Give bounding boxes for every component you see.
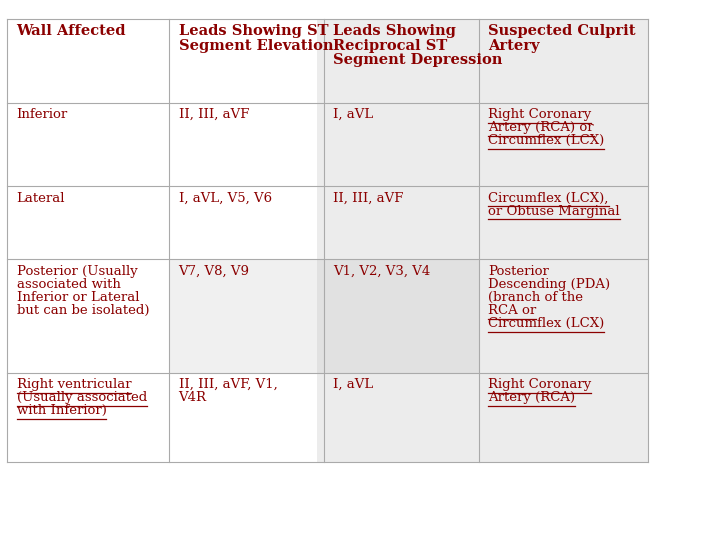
Text: Leads Showing: Leads Showing — [333, 24, 456, 38]
Text: Circumflex (LCX): Circumflex (LCX) — [0, 539, 1, 540]
Text: RCA or: RCA or — [0, 539, 1, 540]
Text: (Usually associated: (Usually associated — [17, 391, 147, 404]
Text: I, aVL: I, aVL — [333, 108, 374, 121]
Text: Posterior: Posterior — [488, 265, 549, 278]
Text: Wall Affected: Wall Affected — [17, 24, 126, 38]
Text: Reciprocal ST: Reciprocal ST — [333, 39, 448, 53]
Text: V1, V2, V3, V4: V1, V2, V3, V4 — [333, 265, 431, 278]
Text: Leads Showing ST: Leads Showing ST — [179, 24, 328, 38]
Bar — [169, 259, 479, 373]
Text: V4R: V4R — [179, 391, 207, 404]
Text: but can be isolated): but can be isolated) — [17, 304, 149, 317]
Text: Circumflex (LCX): Circumflex (LCX) — [0, 539, 1, 540]
Text: I, aVL: I, aVL — [333, 378, 374, 391]
Text: Circumflex (LCX): Circumflex (LCX) — [488, 317, 604, 330]
Text: II, III, aVF, V1,: II, III, aVF, V1, — [179, 378, 277, 391]
Text: or Obtuse Marginal: or Obtuse Marginal — [0, 539, 1, 540]
Text: Right Coronary: Right Coronary — [488, 378, 591, 391]
Text: Descending (PDA): Descending (PDA) — [488, 278, 611, 291]
Text: Artery (RCA): Artery (RCA) — [0, 539, 1, 540]
Text: Artery (RCA) or: Artery (RCA) or — [0, 539, 1, 540]
Text: (branch of the: (branch of the — [488, 291, 583, 304]
Text: Artery: Artery — [488, 39, 540, 53]
Text: Suspected Culprit: Suspected Culprit — [488, 24, 636, 38]
Text: Circumflex (LCX): Circumflex (LCX) — [488, 134, 604, 147]
Text: II, III, aVF: II, III, aVF — [179, 108, 249, 121]
Text: Posterior (Usually: Posterior (Usually — [17, 265, 138, 278]
Text: Inferior or Lateral: Inferior or Lateral — [17, 291, 139, 304]
Text: Lateral: Lateral — [17, 192, 65, 205]
Text: Inferior: Inferior — [17, 108, 68, 121]
Text: Right Coronary: Right Coronary — [0, 539, 1, 540]
Text: Right Coronary: Right Coronary — [488, 108, 591, 121]
Text: II, III, aVF: II, III, aVF — [333, 192, 404, 205]
Text: associated with: associated with — [17, 278, 120, 291]
Text: Artery (RCA) or: Artery (RCA) or — [488, 121, 594, 134]
Text: Right ventricular: Right ventricular — [17, 378, 131, 391]
Text: Circumflex (LCX),: Circumflex (LCX), — [488, 192, 608, 205]
Text: Segment Depression: Segment Depression — [333, 53, 503, 68]
Text: RCA or: RCA or — [488, 304, 536, 317]
Text: or Obtuse Marginal: or Obtuse Marginal — [488, 205, 620, 218]
Text: with Inferior): with Inferior) — [0, 539, 1, 540]
Text: I, aVL, V5, V6: I, aVL, V5, V6 — [179, 192, 271, 205]
Text: V7, V8, V9: V7, V8, V9 — [179, 265, 250, 278]
Bar — [317, 19, 648, 462]
Text: Circumflex (LCX),: Circumflex (LCX), — [0, 539, 1, 540]
Text: (Usually associated: (Usually associated — [0, 539, 1, 540]
Text: Right Coronary: Right Coronary — [0, 539, 1, 540]
Text: Right ventricular: Right ventricular — [0, 539, 1, 540]
Text: Segment Elevation: Segment Elevation — [179, 39, 333, 53]
Text: with Inferior): with Inferior) — [17, 404, 107, 417]
Text: Artery (RCA): Artery (RCA) — [488, 391, 575, 404]
